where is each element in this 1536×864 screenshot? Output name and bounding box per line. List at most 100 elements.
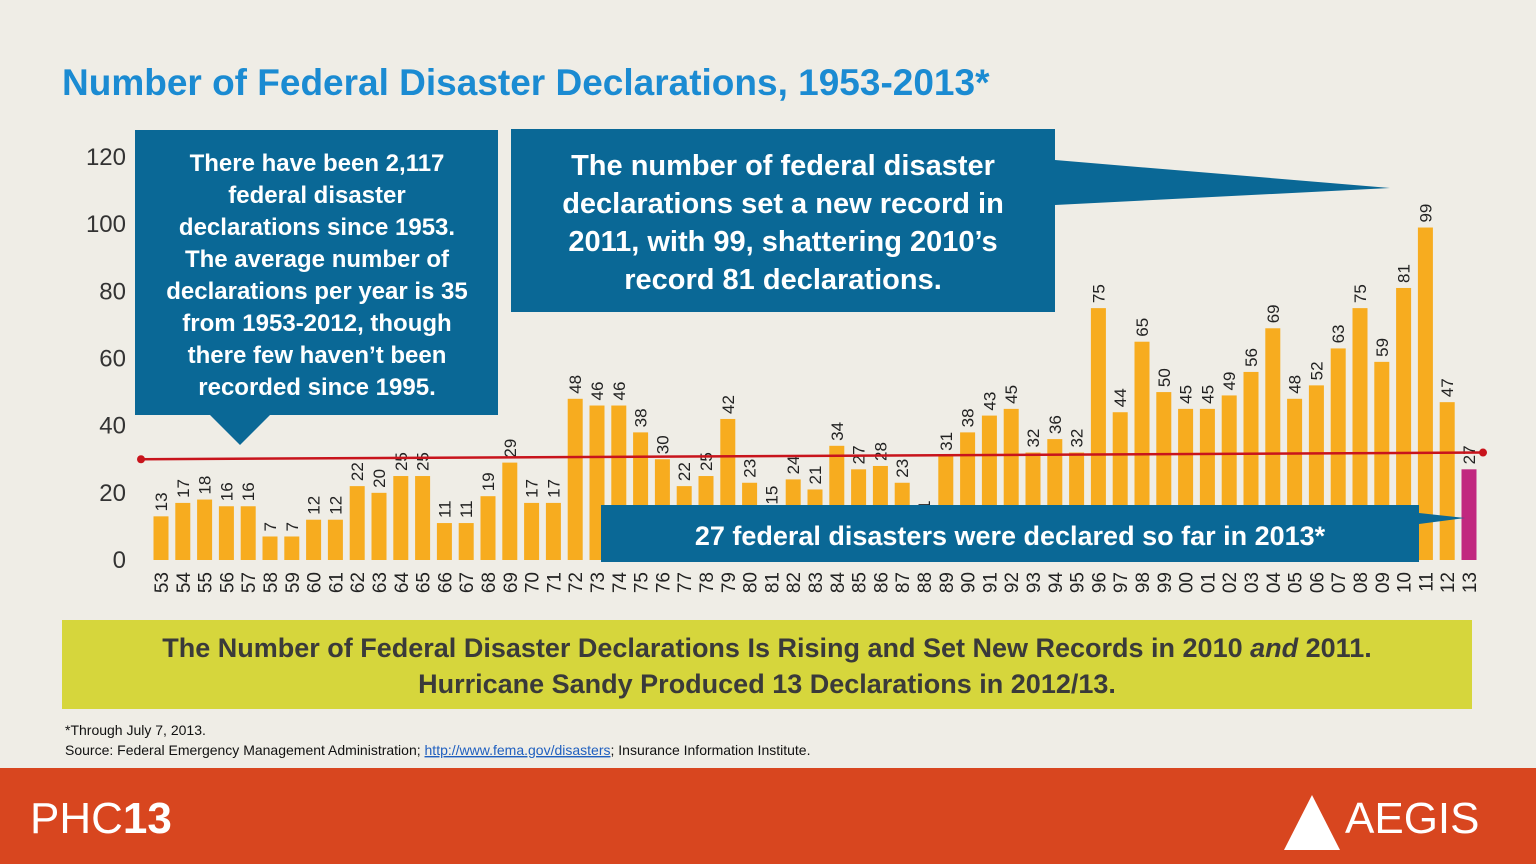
x-tick-label: 11 xyxy=(1416,572,1437,592)
summary-part: The Number of Federal Disaster Declarati… xyxy=(162,633,1250,663)
value-label: 23 xyxy=(741,459,760,478)
brand-part: 13 xyxy=(123,794,172,843)
annotation-text: declarations since 1953. xyxy=(179,214,455,241)
value-label: 16 xyxy=(239,482,258,501)
annotation-text: declarations set a new record in xyxy=(562,188,1004,220)
x-tick-label: 83 xyxy=(806,572,827,593)
annotation-text: declarations per year is 35 xyxy=(166,278,468,305)
value-label: 81 xyxy=(1395,264,1414,283)
value-label: 34 xyxy=(828,422,847,441)
x-tick-label: 74 xyxy=(610,572,631,594)
bar xyxy=(480,496,496,560)
summary-box xyxy=(62,620,1472,709)
x-tick-label: 92 xyxy=(1002,572,1023,593)
bar xyxy=(1090,308,1106,560)
x-tick-label: 98 xyxy=(1133,572,1154,593)
value-label: 19 xyxy=(479,472,498,491)
bar xyxy=(436,523,452,560)
value-label: 24 xyxy=(784,455,803,474)
x-tick-label: 86 xyxy=(871,572,892,593)
value-label: 11 xyxy=(457,500,476,518)
summary-text: The Number of Federal Disaster Declarati… xyxy=(162,633,1371,663)
summary-part: and xyxy=(1250,633,1299,663)
x-tick-label: 87 xyxy=(893,572,914,593)
value-label: 12 xyxy=(326,496,345,515)
bar xyxy=(306,519,322,560)
value-label: 25 xyxy=(392,452,411,471)
plot: 0204060801001201353175418551656165775875… xyxy=(86,144,1487,593)
x-tick-label: 67 xyxy=(457,572,478,593)
value-label: 15 xyxy=(762,486,781,505)
bar xyxy=(393,476,409,560)
value-label: 32 xyxy=(1068,429,1087,448)
y-tick-label: 120 xyxy=(86,144,126,171)
x-tick-label: 64 xyxy=(392,572,413,594)
bar xyxy=(327,519,343,560)
bar xyxy=(1352,308,1368,560)
y-tick-label: 100 xyxy=(86,211,126,238)
x-tick-label: 72 xyxy=(566,572,587,593)
value-label: 12 xyxy=(305,496,324,515)
value-label: 46 xyxy=(588,382,607,401)
bar xyxy=(524,502,540,560)
x-tick-label: 00 xyxy=(1177,572,1198,593)
x-tick-label: 78 xyxy=(697,572,718,593)
annotation-text: The number of federal disaster xyxy=(571,150,995,182)
x-tick-label: 59 xyxy=(283,572,304,593)
x-tick-label: 05 xyxy=(1286,572,1307,593)
source-part: Source: Federal Emergency Management Adm… xyxy=(65,742,425,758)
x-tick-label: 04 xyxy=(1264,572,1285,594)
value-label: 48 xyxy=(1286,375,1305,394)
value-label: 48 xyxy=(566,375,585,394)
x-tick-label: 61 xyxy=(326,572,347,593)
value-label: 49 xyxy=(1220,372,1239,391)
x-tick-label: 03 xyxy=(1242,572,1263,593)
bar xyxy=(175,502,191,560)
x-tick-label: 88 xyxy=(915,572,936,593)
x-tick-label: 82 xyxy=(784,572,805,593)
value-label: 65 xyxy=(1133,318,1152,337)
x-tick-label: 90 xyxy=(959,572,980,593)
x-tick-label: 75 xyxy=(632,572,653,593)
value-label: 44 xyxy=(1111,388,1130,407)
value-label: 25 xyxy=(414,452,433,471)
bar xyxy=(1265,328,1281,560)
x-tick-label: 13 xyxy=(1460,572,1481,593)
annotation-text: there few haven’t been xyxy=(188,342,447,369)
summary-part: 2011. xyxy=(1298,633,1372,663)
footnote: *Through July 7, 2013. xyxy=(65,722,206,738)
value-label: 45 xyxy=(1177,385,1196,404)
bar xyxy=(371,492,387,560)
x-tick-label: 73 xyxy=(588,572,609,593)
y-tick-label: 80 xyxy=(99,278,126,305)
value-label: 46 xyxy=(610,382,629,401)
y-tick-label: 20 xyxy=(99,480,126,507)
x-tick-label: 02 xyxy=(1220,572,1241,593)
value-label: 43 xyxy=(980,392,999,411)
value-label: 7 xyxy=(283,522,302,531)
bar xyxy=(1417,227,1433,560)
aegis-logo-icon xyxy=(1284,795,1340,850)
value-label: 27 xyxy=(1460,445,1479,464)
source-part: http://www.fema.gov/disasters xyxy=(425,742,611,758)
x-tick-label: 01 xyxy=(1198,572,1219,593)
x-tick-label: 10 xyxy=(1395,572,1416,593)
value-label: 7 xyxy=(261,522,280,531)
value-label: 52 xyxy=(1307,361,1326,380)
bar xyxy=(502,462,518,560)
trend-point xyxy=(1479,448,1487,457)
bar xyxy=(1461,469,1477,560)
x-tick-label: 80 xyxy=(741,572,762,593)
bar xyxy=(240,506,256,560)
value-label: 22 xyxy=(348,462,367,481)
value-label: 45 xyxy=(1198,385,1217,404)
annotation-text: from 1953-2012, though xyxy=(182,310,451,337)
x-tick-label: 69 xyxy=(501,572,522,593)
value-label: 21 xyxy=(806,466,825,485)
x-tick-label: 09 xyxy=(1373,572,1394,593)
x-tick-label: 77 xyxy=(675,572,696,593)
x-tick-label: 79 xyxy=(719,572,740,593)
bar xyxy=(415,476,431,560)
source-part: ; Insurance Information Institute. xyxy=(610,742,810,758)
